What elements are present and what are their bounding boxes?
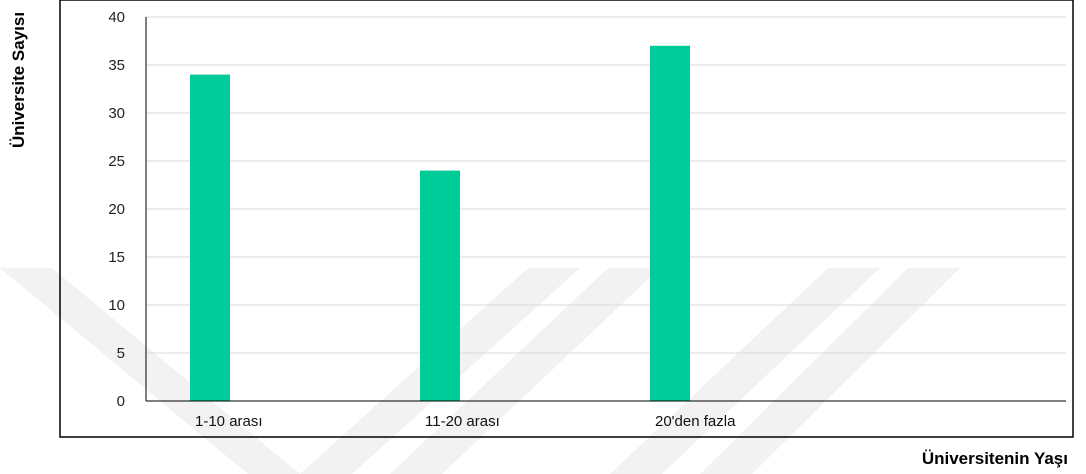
plot-frame bbox=[59, 0, 1074, 438]
x-tick-label: 1-10 arası bbox=[195, 413, 263, 430]
x-tick-label: 20'den fazla bbox=[655, 413, 736, 430]
bar bbox=[420, 170, 460, 401]
y-tick-labels: 0 5 10 15 20 25 30 35 40 bbox=[108, 9, 125, 410]
x-tick-labels: 1-10 arası 11-20 arası 20'den fazla bbox=[195, 413, 736, 430]
y-tick-label: 10 bbox=[108, 297, 125, 314]
y-tick-label: 5 bbox=[117, 345, 125, 362]
axes bbox=[145, 17, 1066, 402]
x-tick-label: 11-20 arası bbox=[425, 413, 500, 430]
y-axis-label: Üniversite Sayısı bbox=[9, 12, 28, 148]
y-tick-label: 0 bbox=[117, 393, 125, 410]
bar bbox=[650, 45, 690, 402]
y-tick-label: 25 bbox=[108, 153, 125, 170]
y-tick-label: 15 bbox=[108, 249, 125, 266]
x-axis-label: Üniversitenin Yaşı bbox=[922, 449, 1068, 468]
bars bbox=[190, 45, 690, 402]
gridlines bbox=[146, 16, 1066, 354]
bar bbox=[190, 74, 230, 401]
y-tick-label: 40 bbox=[108, 9, 125, 26]
y-tick-label: 30 bbox=[108, 105, 125, 122]
y-tick-label: 35 bbox=[108, 57, 125, 74]
y-tick-label: 20 bbox=[108, 201, 125, 218]
